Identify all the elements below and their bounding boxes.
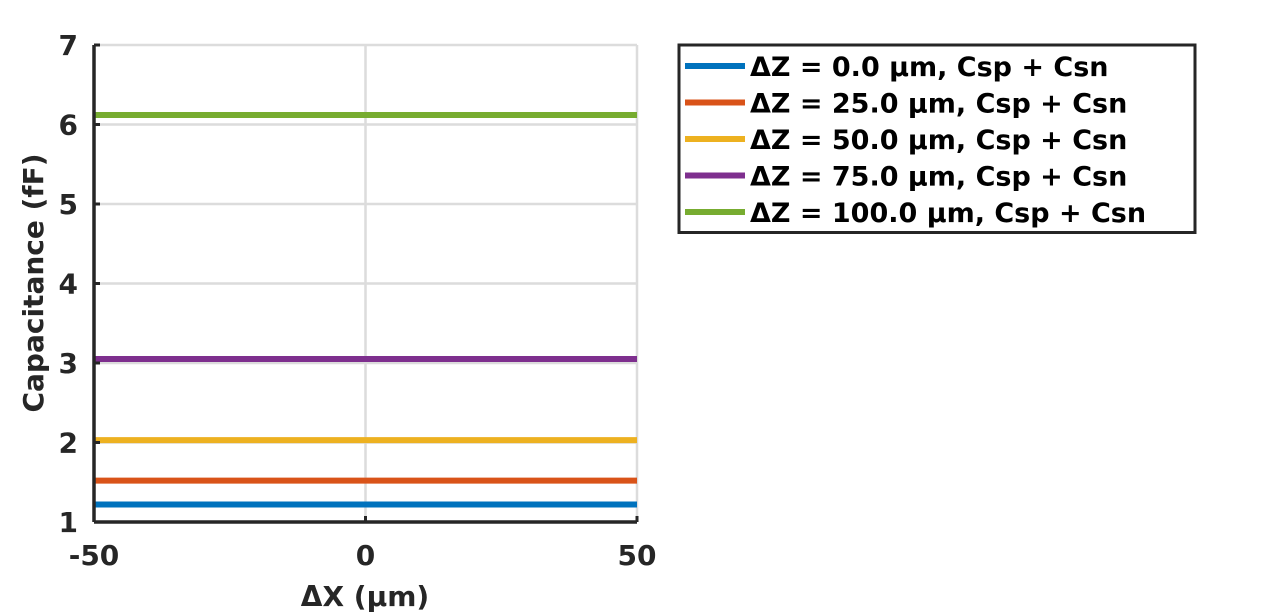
- axes: [92, 43, 639, 524]
- data-series: [94, 111, 637, 508]
- tick-labels: 1 2 3 4 5 6 7 -50 0 50: [59, 29, 657, 572]
- y-tick-label: 3: [59, 347, 78, 380]
- y-tick-label: 7: [59, 29, 78, 62]
- y-axis-label: Capacitance (fF): [17, 153, 50, 412]
- legend-label-1: ΔZ = 25.0 µm, Csp + Csn: [750, 89, 1127, 120]
- y-tick-label: 6: [59, 109, 78, 142]
- y-tick-label: 1: [59, 506, 78, 539]
- y-tick-label: 5: [59, 188, 78, 221]
- x-tick-label: -50: [69, 539, 120, 572]
- legend-box: [677, 43, 1197, 234]
- x-axis-label: ΔX (µm): [301, 580, 429, 613]
- legend-label-0: ΔZ = 0.0 µm, Csp + Csn: [750, 52, 1109, 83]
- y-tick-label: 4: [59, 268, 78, 301]
- x-tick-label: 50: [618, 539, 657, 572]
- x-tick-label: 0: [356, 539, 375, 572]
- legend-label-4: ΔZ = 100.0 µm, Csp + Csn: [750, 198, 1146, 229]
- legend: ΔZ = 0.0 µm, Csp + Csn ΔZ = 25.0 µm, Csp …: [677, 43, 1197, 234]
- legend-label-2: ΔZ = 50.0 µm, Csp + Csn: [750, 125, 1127, 156]
- legend-label-3: ΔZ = 75.0 µm, Csp + Csn: [750, 162, 1127, 193]
- y-tick-label: 2: [59, 427, 78, 460]
